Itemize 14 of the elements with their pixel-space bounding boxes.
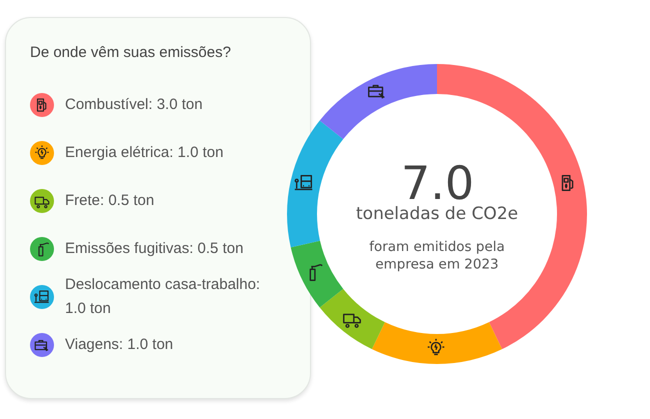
legend-label: Deslocamento casa-trabalho: 1.0 ton <box>65 275 262 319</box>
donut-slice <box>290 240 344 308</box>
legend-label: Frete: 0.5 ton <box>65 191 154 211</box>
legend-label: Energia elétrica: 1.0 ton <box>65 143 224 163</box>
legend-label: Viagens: 1.0 ton <box>65 335 174 355</box>
legend-label: Combustível: 3.0 ton <box>65 95 203 115</box>
text: toneladas de CO2e <box>356 204 518 224</box>
donut-slice <box>320 64 437 140</box>
donut-slice <box>320 288 385 350</box>
legend-title: De onde vêm suas emissões? <box>30 44 232 61</box>
text: foram emitidos pela empresa em 2023 <box>369 239 505 273</box>
legend-label: Emissões fugitivas: 0.5 ton <box>65 239 244 259</box>
donut-slice <box>287 120 344 248</box>
donut-slice <box>372 322 502 364</box>
